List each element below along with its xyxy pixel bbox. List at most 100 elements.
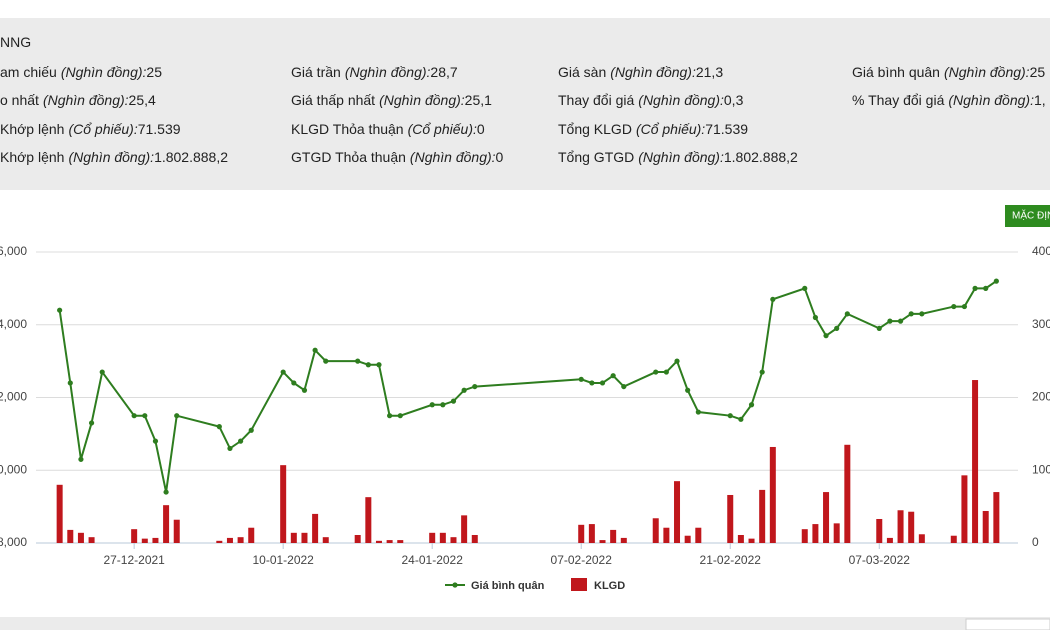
volume-bar: [226, 537, 233, 543]
info-value: 71.539: [705, 121, 749, 137]
price-point: [57, 307, 63, 313]
info-row: o nhất (Nghìn đồng):25,4 Giá thấp nhất (Ngh…: [0, 92, 1050, 112]
price-point: [823, 333, 829, 339]
volume-bar: [620, 537, 627, 543]
info-unit: (Nghìn đồng):: [943, 64, 1030, 80]
price-point: [376, 362, 382, 368]
volume-bar: [461, 515, 468, 543]
volume-bar: [88, 537, 95, 543]
info-label: Thay đổi giá: [558, 92, 635, 108]
volume-bar: [56, 484, 63, 543]
price-point: [88, 420, 95, 426]
info-value: 28,7: [430, 64, 458, 80]
footer-bar: [0, 617, 1050, 630]
price-point: [450, 398, 457, 404]
price-point: [908, 311, 914, 317]
info-cell: GTGD Thỏa thuận (Nghìn đồng):0: [291, 149, 503, 165]
info-unit: (Nghìn đồng):: [638, 92, 724, 108]
volume-bar: [886, 537, 893, 543]
volume-bar: [397, 540, 404, 543]
price-point: [897, 318, 904, 324]
price-point: [301, 387, 308, 393]
volume-bar: [737, 534, 744, 543]
info-cell: Giá trần (Nghìn đồng):28,7: [291, 64, 458, 80]
volume-bar: [652, 518, 659, 543]
legend-swatch: [571, 578, 587, 591]
volume-bar: [354, 534, 361, 543]
price-point: [919, 311, 925, 317]
volume-bar: [290, 532, 297, 543]
y-tick-label: 18,000: [0, 535, 27, 549]
info-row: am chiếu (Nghìn đồng):25 Giá trần (Nghìn đồ…: [0, 64, 1050, 84]
volume-bar: [972, 380, 979, 543]
info-value: 25: [1029, 64, 1046, 80]
volume-bar: [141, 538, 148, 543]
info-cell: Giá bình quân (Nghìn đồng):25: [852, 64, 1045, 80]
info-unit: (Nghìn đồng):: [42, 92, 129, 108]
volume-bar: [897, 510, 904, 543]
volume-bar: [237, 537, 244, 543]
y-tick-label: 22,000: [0, 390, 27, 404]
price-point: [312, 347, 318, 353]
volume-bar: [876, 518, 883, 543]
price-point: [472, 383, 478, 390]
price-point: [663, 369, 669, 375]
info-label: Tổng KLGD: [558, 121, 632, 137]
info-unit: (Nghìn đồng):: [68, 149, 155, 165]
price-point: [770, 296, 776, 302]
volume-bar: [280, 465, 287, 543]
volume-bar: [769, 446, 776, 543]
info-value: 71.539: [137, 121, 181, 137]
volume-bar: [152, 537, 159, 543]
info-label: Giá thấp nhất: [291, 92, 376, 108]
volume-bar: [429, 532, 436, 543]
volume-bar: [77, 532, 84, 543]
volume-bar: [439, 532, 446, 543]
volume-bar: [610, 529, 617, 543]
info-value: 0: [495, 149, 504, 165]
price-point: [440, 402, 446, 408]
info-value: 1.802.888,2: [723, 149, 798, 165]
y2-tick-label: 300: [1032, 317, 1050, 331]
volume-bar: [301, 532, 308, 543]
volume-bar: [248, 527, 255, 543]
info-cell: Giá thấp nhất (Nghìn đồng):25,1: [291, 92, 492, 108]
volume-bar: [950, 535, 957, 543]
info-unit: (Nghìn đồng):: [409, 149, 496, 165]
volume-bar: [684, 535, 691, 543]
price-point: [951, 303, 957, 310]
info-unit: (Cổ phiếu):: [407, 121, 477, 137]
y2-tick-label: 100: [1032, 462, 1050, 476]
volume-bar: [844, 444, 851, 543]
default-button-label[interactable]: MẶC ĐỊNH: [1012, 209, 1050, 222]
x-tick-label: 27-12-2021: [103, 553, 165, 567]
price-point: [834, 325, 840, 331]
info-row: Khớp lệnh (Nghìn đồng):1.802.888,2 GTGD Th…: [0, 149, 1050, 169]
info-cell: Tổng GTGD (Nghìn đồng):1.802.888,2: [558, 149, 798, 165]
info-unit: (Nghìn đồng):: [638, 149, 724, 165]
x-tick-label: 24-01-2022: [402, 553, 464, 567]
default-button[interactable]: [1005, 205, 1050, 227]
info-panel: NNG am chiếu (Nghìn đồng):25 Giá trần (Nghìn…: [0, 18, 1050, 190]
volume-bar: [748, 538, 755, 543]
x-tick-label: 07-03-2022: [849, 553, 911, 567]
price-point: [983, 285, 989, 291]
info-value: 0,3: [723, 92, 744, 108]
y-tick-label: 24,000: [0, 317, 27, 331]
price-point: [397, 413, 403, 419]
volume-bar: [450, 537, 457, 543]
info-row: NNG: [0, 34, 1050, 54]
price-point: [238, 438, 244, 444]
price-point: [621, 383, 627, 390]
volume-bar: [918, 534, 925, 543]
volume-bar: [961, 475, 968, 543]
x-tick-label: 21-02-2022: [700, 553, 762, 567]
price-point: [163, 489, 169, 495]
info-label: GTGD Thỏa thuận: [291, 149, 406, 165]
price-point: [961, 303, 968, 310]
info-label: o nhất: [0, 92, 39, 108]
price-point: [674, 358, 680, 364]
info-cell: Tổng KLGD (Cổ phiếu):71.539: [558, 121, 748, 137]
info-label: Tổng GTGD: [558, 149, 635, 165]
price-point: [748, 402, 755, 408]
